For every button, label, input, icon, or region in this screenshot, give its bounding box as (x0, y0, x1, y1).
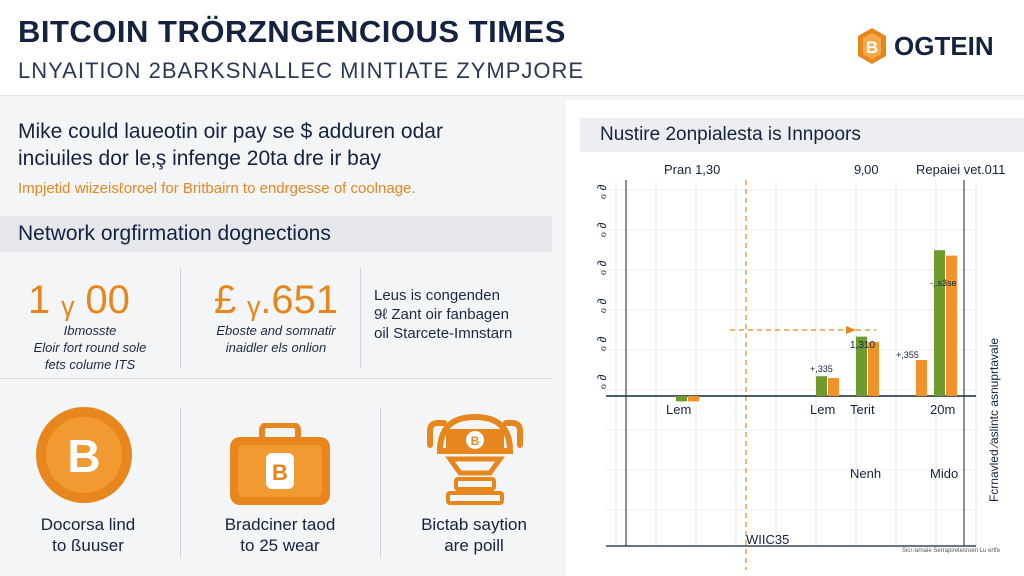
bar (916, 360, 927, 396)
feature-caption-line: to ßuuser (52, 536, 124, 555)
chart-header-label: Repaiei vet.011 (916, 162, 1005, 177)
chart-title: Nustire 2onpialesta is Innpoors (600, 124, 861, 145)
feature-caption-line: Bradciner taod (224, 515, 336, 534)
y-tick-label: ℴ ∂ (595, 223, 609, 238)
intro-line-1: Mike could laueotin oir pay se $ adduren… (18, 120, 443, 143)
divider (0, 378, 552, 379)
divider (180, 408, 181, 558)
brand-name: OGTEIN (894, 30, 994, 61)
y-tick-label: ℴ ∂ (595, 261, 609, 276)
x-axis-labels: Lem Lem Terit 20m (666, 402, 955, 417)
stat-value-2: £ ᵧ.651 (214, 278, 339, 322)
divider (180, 268, 181, 368)
stat-caption-1: Ibmosste Eloir fort round sole fets colu… (10, 322, 170, 373)
bar (856, 336, 867, 396)
section-header: Network orgfirmation dognections (0, 216, 552, 252)
bar (688, 396, 699, 402)
stat-caption-line: Eboste and somnatir (216, 323, 336, 338)
x-axis-label: Lem (666, 402, 691, 417)
y-tick-label: ℴ ∂ (595, 375, 609, 390)
bar (676, 396, 687, 402)
chart-title-bar: Nustire 2onpialesta is Innpoors (580, 118, 1024, 152)
stat-caption-line: fets colume ITS (44, 357, 136, 372)
header: BITCOIN TRÖRZNGENCIOUS TIMES LNYAITION 2… (0, 0, 1024, 96)
chart-footnote: Sicr ∕arnaie Serrapiretesroen Lu ertfe (902, 547, 1001, 554)
feature-1[interactable]: B (34, 405, 134, 510)
mining-machine-icon: B (427, 413, 523, 505)
chart-bottom-label: Mido (930, 466, 958, 481)
feature-caption-line: are poill (444, 536, 504, 555)
stat-text-line: Leus is congenden (374, 287, 500, 304)
feature-caption-2: Bradciner taod to 25 wear (206, 514, 354, 556)
svg-text:B: B (67, 430, 100, 482)
y-tick-label: ℴ ∂ (595, 185, 609, 200)
stat-description: Leus is congenden 9ℓ Zant oir fanbagen o… (374, 286, 512, 343)
brand[interactable]: B OGTEIN (856, 24, 994, 68)
chart-header-label: Pran 1,30 (664, 162, 720, 177)
bar (934, 250, 945, 396)
divider (360, 268, 361, 368)
arrow-icon (846, 326, 856, 334)
stat-caption-line: inaidler els onlion (225, 340, 327, 355)
x-axis-label: Lem (810, 402, 835, 417)
bar-chart: Pran 1,30 9‚00 Repaiei vet.011 ℴ ∂ℴ ∂ℴ ∂… (595, 162, 1005, 570)
feature-caption-3: Bictab saytion are poill (400, 514, 548, 556)
bitcoin-coin-icon: B (36, 407, 132, 503)
divider (380, 408, 381, 558)
y-tick-label: ℴ ∂ (595, 337, 609, 352)
feature-caption-line: Bictab saytion (421, 515, 527, 534)
bar (946, 255, 957, 396)
feature-caption-1: Docorsa lind to ßuuser (14, 514, 162, 556)
feature-caption-line: to 25 wear (240, 536, 320, 555)
feature-caption-line: Docorsa lind (40, 515, 136, 534)
x-axis-label: 20m (930, 402, 955, 417)
page-title: BITCOIN TRÖRZNGENCIOUS TIMES (18, 14, 566, 49)
stat-caption-line: Ibmosste (63, 323, 117, 338)
chart-grid (606, 180, 977, 546)
bitcoin-wallet-icon: B (230, 422, 330, 505)
chart-footer-label: WIIC35 (746, 532, 789, 547)
intro-note: Impjetid wiizeisℓoroel for Britbairn to … (18, 180, 416, 197)
svg-text:B: B (866, 38, 878, 57)
x-axis-label: Terit (850, 402, 875, 417)
stat-value-1: 1 ᵧ 00 (28, 278, 130, 322)
bar-data-label: -‚.s3se (930, 278, 957, 288)
bar (828, 378, 839, 396)
bar-data-label: 1,310 (850, 340, 875, 351)
y-tick-label: ℴ ∂ (595, 299, 609, 314)
page-subtitle: LNYAITION 2BARKSNALLEC MINTIATE ZYMPJORE (18, 58, 585, 83)
feature-3[interactable]: B (420, 405, 530, 514)
y-axis-ticks: ℴ ∂ ℴ ∂ ℴ ∂ ℴ ∂ ℴ ∂ ℴ ∂ (595, 185, 609, 390)
chart-bottom-label: Nenh (850, 466, 881, 481)
bar (816, 376, 827, 396)
svg-text:B: B (272, 460, 288, 485)
stat-text-line: 9ℓ Zant oir fanbagen (374, 306, 509, 323)
intro-line-2: inciuiles dor le‚ş infenge 20ta dre ir b… (18, 147, 382, 170)
svg-text:B: B (471, 434, 480, 448)
bar-data-label: +,335 (810, 364, 833, 374)
section-title: Network orgfirmation dognections (18, 222, 331, 245)
chart-bars (676, 250, 957, 402)
stat-text-line: oil Starcete-Imnstarn (374, 325, 513, 342)
stat-caption-line: Eloir fort round sole (33, 340, 147, 355)
bitcoin-coin-icon: B (858, 28, 886, 64)
chart-header-label: 9‚00 (854, 162, 879, 177)
stat-caption-2: Eboste and somnatir inaidler els onlion (196, 322, 356, 356)
bar (868, 342, 879, 396)
bar-data-label: +,355 (896, 350, 919, 360)
feature-2[interactable]: B (228, 422, 332, 512)
right-axis-label: Fcrnavled ∕aslintc asnuprtavale (987, 338, 1001, 502)
